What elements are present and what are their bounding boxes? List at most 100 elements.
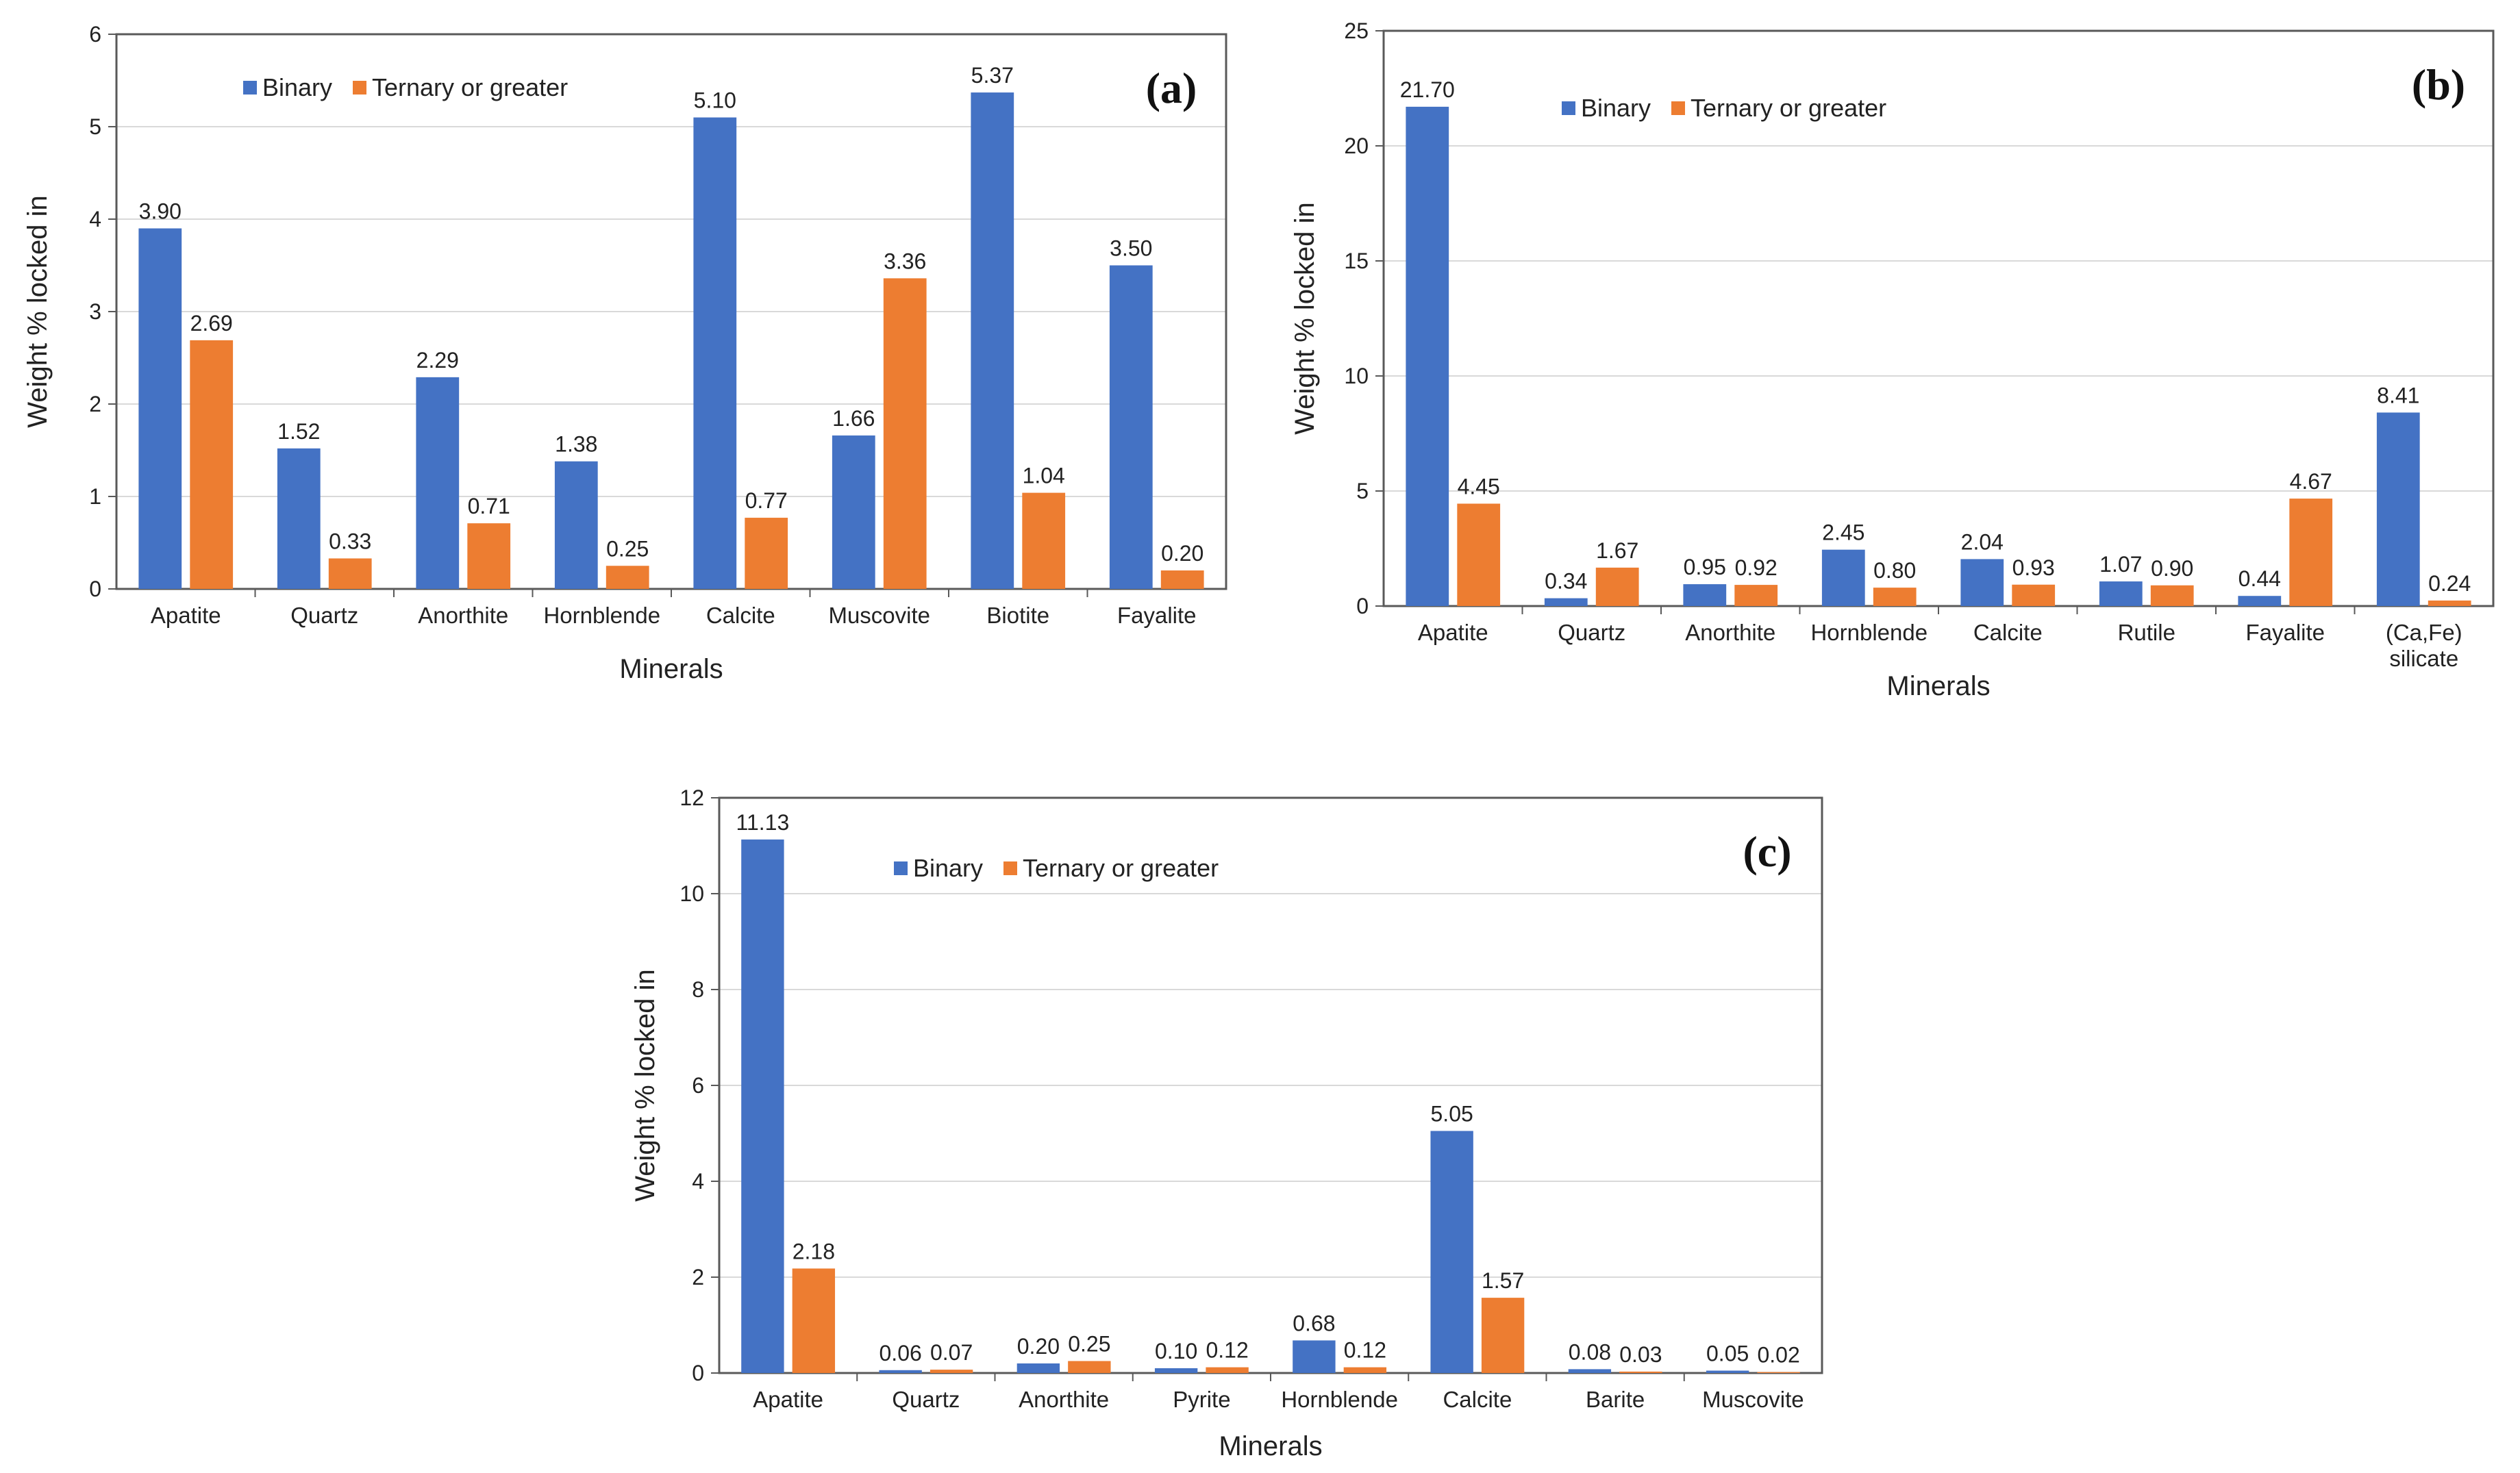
y-tick-label: 6	[692, 1073, 704, 1098]
bar-ternary-quartz	[328, 558, 372, 589]
bar-binary-barite	[1568, 1369, 1612, 1373]
bar-ternary-fayalite	[2289, 499, 2333, 606]
bar-ternary-anorthite	[467, 523, 511, 589]
data-label: 2.18	[793, 1239, 835, 1263]
bar-binary-hornblende	[1821, 549, 1865, 606]
x-tick-label: Muscovite	[1702, 1387, 1804, 1412]
x-tick-label-line: Apatite	[1418, 620, 1488, 645]
x-tick-label: Apatite	[151, 603, 221, 628]
legend-swatch-binary	[894, 861, 908, 875]
panel-label: (b)	[2412, 60, 2465, 109]
bar-ternary-hornblende	[1343, 1367, 1387, 1373]
legend-label-binary: Binary	[1581, 94, 1651, 122]
y-tick-label: 1	[89, 484, 101, 509]
data-label: 1.52	[277, 419, 320, 444]
data-label: 5.37	[971, 63, 1014, 88]
x-tick-label: Quartz	[290, 603, 358, 628]
y-tick-label: 2	[89, 392, 101, 416]
data-label: 3.50	[1110, 236, 1152, 261]
data-label: 8.41	[2377, 383, 2419, 407]
bar-binary-apatite	[741, 839, 784, 1373]
x-tick-label-line: Quartz	[892, 1387, 960, 1412]
data-label: 3.36	[884, 249, 926, 273]
x-tick-label: Quartz	[892, 1387, 960, 1412]
bar-binary-quartz	[277, 448, 321, 589]
legend-swatch-binary	[1562, 101, 1575, 115]
bar-ternary-apatite	[792, 1268, 836, 1373]
data-label: 3.90	[139, 199, 182, 224]
bar-binary-muscovite	[832, 435, 875, 589]
bar-ternary-muscovite	[883, 278, 927, 589]
data-label: 0.12	[1344, 1338, 1386, 1363]
x-tick-label: Fayalite	[2245, 620, 2325, 645]
x-tick-label-line: Pyrite	[1173, 1387, 1230, 1412]
bar-ternary-hornblende	[1873, 588, 1917, 606]
y-axis-title: Weight % locked in	[23, 195, 53, 427]
data-label: 0.34	[1545, 569, 1587, 594]
data-label: 0.77	[745, 488, 788, 513]
bar-binary-anorthite	[1683, 584, 1727, 606]
legend-swatch-ternary	[1003, 861, 1017, 875]
bar-binary-rutile	[2099, 581, 2143, 606]
data-label: 0.08	[1569, 1339, 1611, 1364]
bar-ternary-calcite	[1481, 1298, 1525, 1373]
data-label: 2.29	[416, 348, 459, 373]
y-tick-label: 0	[89, 577, 101, 601]
legend-swatch-binary	[243, 81, 257, 95]
data-label: 2.04	[1961, 529, 2004, 554]
bar-ternary-pyrite	[1206, 1367, 1249, 1373]
x-axis-title: Minerals	[1219, 1431, 1322, 1461]
y-tick-label: 4	[692, 1169, 704, 1194]
data-label: 0.68	[1293, 1311, 1335, 1335]
x-tick-label-line: Quartz	[1558, 620, 1625, 645]
x-tick-label: (Ca,Fe) silicate	[2386, 620, 2462, 671]
x-tick-label: Anorthite	[1019, 1387, 1109, 1412]
bar-binary-anorthite	[1016, 1363, 1060, 1373]
x-axis-title: Minerals	[619, 654, 723, 684]
bar-binary-muscovite	[1706, 1370, 1749, 1373]
data-label: 5.05	[1431, 1102, 1473, 1126]
bar-ternary--ca-fe-silicate	[2428, 600, 2471, 606]
x-tick-label: Apatite	[1418, 620, 1488, 645]
x-tick-label: Anorthite	[1685, 620, 1775, 645]
bar-binary-calcite	[1430, 1131, 1473, 1373]
x-tick-label-line: Hornblende	[1281, 1387, 1398, 1412]
panel-label: (a)	[1146, 64, 1197, 112]
x-tick-label: Hornblende	[1810, 620, 1928, 645]
panel-label: (c)	[1743, 827, 1791, 876]
data-label: 0.25	[1068, 1332, 1110, 1357]
bar-ternary-quartz	[1595, 567, 1639, 606]
x-tick-label: Rutile	[2118, 620, 2175, 645]
bar-binary-calcite	[1960, 559, 2004, 606]
bar-ternary-quartz	[930, 1370, 973, 1373]
data-label: 0.95	[1684, 555, 1726, 579]
data-label: 0.24	[2428, 571, 2471, 596]
data-label: 0.02	[1757, 1343, 1799, 1368]
x-tick-label: Calcite	[1973, 620, 2043, 645]
x-tick-label: Biotite	[986, 603, 1049, 628]
data-label: 2.69	[190, 311, 233, 336]
bar-ternary-calcite	[2012, 584, 2056, 606]
y-axis-title: Weight % locked in	[1290, 202, 1320, 434]
x-tick-label-line: Calcite	[1973, 620, 2043, 645]
data-label: 0.90	[2151, 556, 2193, 581]
y-tick-label: 0	[692, 1361, 704, 1385]
legend-swatch-ternary	[1671, 101, 1685, 115]
x-tick-label: Hornblende	[1281, 1387, 1398, 1412]
bar-binary-hornblende	[554, 461, 598, 589]
data-label: 21.70	[1400, 77, 1455, 102]
y-tick-label: 25	[1344, 18, 1369, 43]
bar-ternary-barite	[1619, 1371, 1662, 1373]
x-tick-label: Apatite	[753, 1387, 823, 1412]
data-label: 2.45	[1822, 520, 1864, 545]
data-label: 0.93	[2012, 555, 2055, 580]
bar-binary-apatite	[138, 228, 182, 589]
x-axis-title: Minerals	[1886, 671, 1990, 701]
bar-ternary-fayalite	[1160, 570, 1204, 589]
bar-binary-calcite	[693, 117, 737, 589]
x-tick-label: Barite	[1586, 1387, 1645, 1412]
data-label: 1.66	[832, 406, 875, 431]
bar-binary-fayalite	[1109, 265, 1153, 589]
x-tick-label-line: Hornblende	[543, 603, 660, 628]
